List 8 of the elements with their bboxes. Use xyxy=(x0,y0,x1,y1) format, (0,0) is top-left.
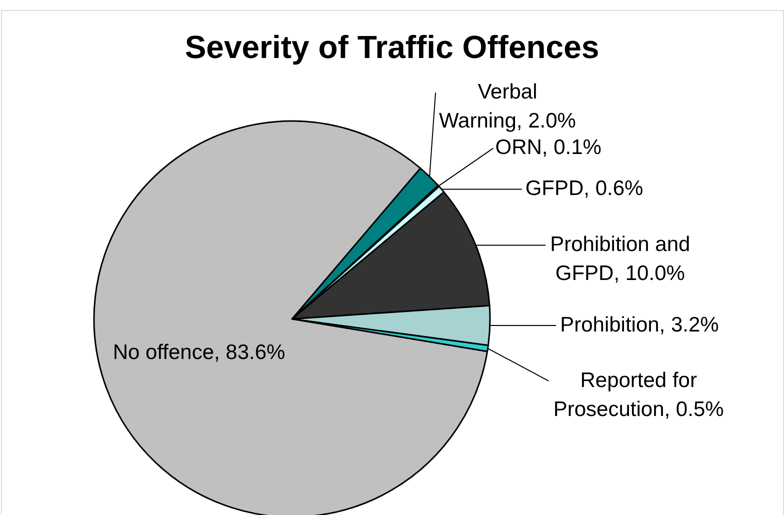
slice-label: Prohibition and GFPD, 10.0% xyxy=(550,233,690,286)
slice-label: Prohibition, 3.2% xyxy=(560,313,719,336)
slice-label: GFPD, 0.6% xyxy=(525,177,644,200)
slice-label: No offence, 83.6% xyxy=(112,340,286,364)
slice-label: Reported for Prosecution, 0.5% xyxy=(553,368,724,421)
chart-title: Severity of Traffic Offences xyxy=(184,29,600,65)
slice-label: Verbal Warning, 2.0% xyxy=(438,80,576,133)
slice-label: ORN, 0.1% xyxy=(495,136,602,160)
